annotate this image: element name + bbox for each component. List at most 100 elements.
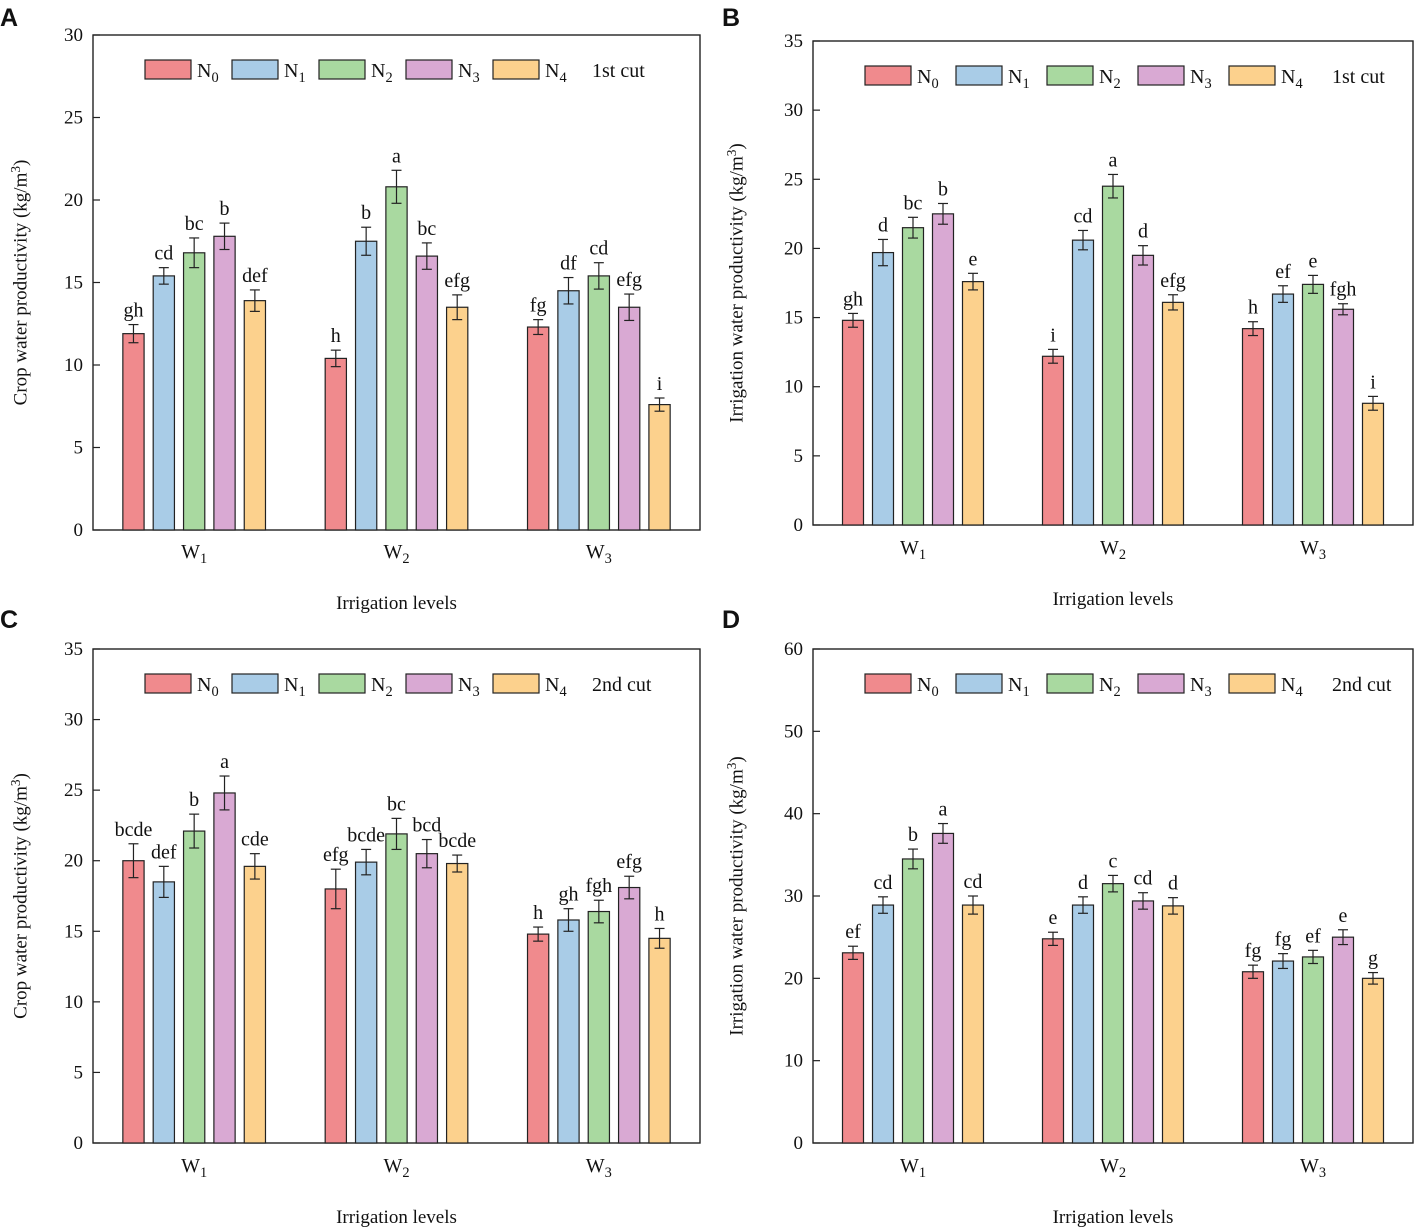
bar-W2-N0 bbox=[1041, 938, 1065, 1144]
significance-label: efg bbox=[1160, 270, 1186, 292]
legend-swatch-N1 bbox=[231, 673, 279, 694]
y-tick-label: 20 bbox=[64, 851, 83, 872]
significance-label: efg bbox=[444, 270, 470, 292]
significance-label: bcde bbox=[115, 819, 153, 841]
bar-W3-N4 bbox=[648, 404, 671, 531]
y-tick-label: 60 bbox=[784, 639, 803, 660]
significance-label: cd bbox=[874, 872, 893, 894]
x-axis-title: Irrigation levels bbox=[336, 593, 457, 614]
x-tick-label-W1: W1 bbox=[900, 537, 926, 563]
legend-swatch-N1 bbox=[955, 65, 1003, 86]
significance-label: i bbox=[1370, 371, 1376, 393]
bar-W2-N3 bbox=[415, 853, 439, 1144]
y-tick-label: 10 bbox=[64, 992, 83, 1013]
legend-label-N2: N2 bbox=[371, 674, 393, 700]
significance-label: bc bbox=[417, 218, 436, 240]
bar-W3-N3 bbox=[617, 886, 641, 1144]
significance-label: cd bbox=[1074, 205, 1093, 227]
significance-label: a bbox=[1109, 149, 1118, 171]
y-tick-label: 25 bbox=[64, 108, 83, 129]
bar-W1-N3 bbox=[213, 792, 236, 1144]
y-tick-label: 0 bbox=[794, 1133, 804, 1154]
significance-label: fg bbox=[1275, 929, 1292, 951]
significance-label: d bbox=[1138, 221, 1148, 243]
bar-W3-N2 bbox=[587, 910, 611, 1144]
cut-label: 1st cut bbox=[1332, 66, 1385, 88]
significance-label: cde bbox=[241, 829, 269, 851]
bar-W1-N2 bbox=[182, 830, 206, 1144]
legend-swatch-N3 bbox=[405, 59, 453, 80]
legend-label-N3: N3 bbox=[1190, 66, 1212, 92]
legend-swatch-N2 bbox=[318, 673, 366, 694]
bar-W2-N1 bbox=[354, 240, 378, 531]
legend-label-N3: N3 bbox=[458, 674, 480, 700]
legend-label-N0: N0 bbox=[197, 674, 219, 700]
significance-label: df bbox=[560, 253, 577, 275]
significance-label: bc bbox=[387, 793, 406, 815]
legend: N0 N1 N2 N3 N4 2nd cut bbox=[864, 673, 1392, 700]
significance-label: gh bbox=[123, 300, 143, 322]
cut-label: 2nd cut bbox=[592, 674, 652, 696]
legend-label-N4: N4 bbox=[1281, 674, 1303, 700]
significance-label: def bbox=[242, 265, 268, 287]
legend-swatch-N3 bbox=[1137, 65, 1185, 86]
y-tick-label: 40 bbox=[784, 804, 803, 825]
panel-A: A 0 5 10 15 20 25 30 Crop water productivity (kg… bbox=[0, 4, 701, 614]
bar-W3-N2 bbox=[1301, 956, 1325, 1144]
significance-label: d bbox=[1078, 872, 1088, 894]
bar-W2-N1 bbox=[354, 861, 378, 1144]
y-tick-label: 5 bbox=[74, 1062, 84, 1083]
significance-label: cd bbox=[964, 871, 983, 893]
significance-label: fg bbox=[530, 295, 547, 317]
significance-label: h bbox=[331, 325, 341, 347]
legend-label-N2: N2 bbox=[1099, 66, 1121, 92]
y-tick-label: 50 bbox=[784, 721, 803, 742]
significance-label: bcde bbox=[347, 824, 385, 846]
legend-label-N2: N2 bbox=[1099, 674, 1121, 700]
y-tick-label: 35 bbox=[784, 31, 803, 52]
legend-swatch-N2 bbox=[1046, 673, 1094, 694]
bar-W3-N3 bbox=[1331, 308, 1355, 526]
legend-swatch-N4 bbox=[1228, 65, 1276, 86]
bar-W1-N1 bbox=[871, 904, 895, 1144]
legend-label-N1: N1 bbox=[1008, 674, 1030, 700]
significance-label: gh bbox=[843, 288, 863, 310]
bar-W2-N4 bbox=[445, 862, 469, 1144]
significance-label: ef bbox=[1305, 925, 1321, 947]
significance-label: h bbox=[1248, 297, 1258, 319]
bar-W1-N4 bbox=[961, 904, 985, 1144]
legend-label-N2: N2 bbox=[371, 60, 393, 86]
bar-W2-N4 bbox=[445, 306, 469, 531]
legend-label-N0: N0 bbox=[917, 66, 939, 92]
cut-label: 2nd cut bbox=[1332, 674, 1392, 696]
bar-W3-N3 bbox=[617, 306, 641, 531]
y-tick-label: 10 bbox=[784, 1051, 803, 1072]
significance-label: cd bbox=[589, 238, 608, 260]
y-tick-label: 20 bbox=[784, 238, 803, 259]
bar-W2-N2 bbox=[385, 186, 408, 531]
legend-label-N4: N4 bbox=[545, 674, 567, 700]
bar-W1-N0 bbox=[841, 319, 865, 526]
legend-swatch-N0 bbox=[144, 59, 192, 80]
legend-swatch-N2 bbox=[1046, 65, 1094, 86]
bar-W1-N3 bbox=[931, 832, 955, 1144]
x-tick-label-W2: W2 bbox=[1100, 1155, 1126, 1181]
legend-label-N1: N1 bbox=[1008, 66, 1030, 92]
bar-W2-N4 bbox=[1161, 905, 1185, 1144]
significance-label: a bbox=[220, 751, 229, 773]
bar-W1-N3 bbox=[931, 213, 955, 526]
significance-label: fg bbox=[1245, 940, 1262, 962]
y-tick-label: 20 bbox=[64, 190, 83, 211]
significance-label: i bbox=[1050, 324, 1056, 346]
legend-label-N0: N0 bbox=[917, 674, 939, 700]
x-axis-title: Irrigation levels bbox=[336, 1207, 457, 1227]
legend-swatch-N4 bbox=[492, 59, 540, 80]
bar-W2-N2 bbox=[1101, 883, 1125, 1144]
y-tick-label: 30 bbox=[64, 710, 83, 731]
bar-W1-N1 bbox=[152, 275, 176, 531]
x-tick-label-W3: W3 bbox=[1300, 537, 1326, 563]
significance-label: g bbox=[1368, 948, 1378, 970]
panel-C: C 0 5 10 15 20 25 30 35 Crop water productivity (… bbox=[0, 606, 701, 1227]
bar-W3-N3 bbox=[1331, 936, 1355, 1144]
y-axis-title: Irrigation water productivity (kg/m3) bbox=[724, 143, 748, 422]
